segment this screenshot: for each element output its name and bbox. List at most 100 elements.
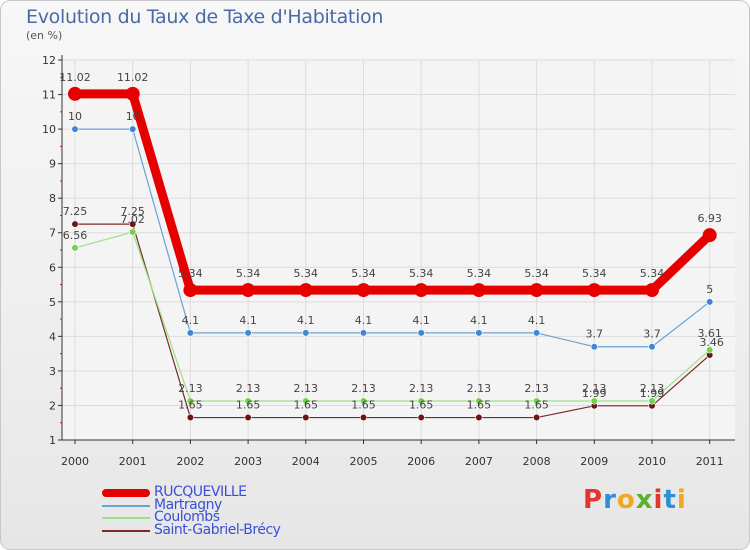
data-point-martragny: [475, 329, 483, 337]
legend-swatch: [102, 504, 150, 507]
x-tick-label: 2002: [176, 455, 204, 468]
data-label-rucqueville: 11.02: [59, 71, 91, 84]
data-label-martragny: 10: [68, 110, 82, 123]
data-label-rucqueville: 11.02: [117, 71, 149, 84]
data-point-coulombs: [359, 397, 368, 405]
data-label-coulombs: 2.13: [640, 382, 665, 395]
data-point-martragny: [129, 125, 137, 133]
data-point-martragny: [417, 329, 425, 337]
data-label-coulombs: 7.02: [120, 213, 145, 226]
data-point-martragny: [359, 329, 368, 337]
data-label-coulombs: 2.13: [524, 382, 549, 395]
data-label-saint-gabriel-brecy: 3.46: [699, 336, 724, 349]
y-tick-label: 8: [49, 192, 56, 205]
data-label-martragny: 3.7: [643, 328, 661, 341]
series-line-martragny: [74, 128, 711, 348]
data-point-coulombs: [129, 228, 137, 236]
data-label-saint-gabriel-brecy: 1.65: [236, 399, 261, 412]
brand-letter: x: [635, 485, 654, 515]
data-label-rucqueville: 6.93: [697, 212, 722, 225]
data-label-martragny: 10: [126, 110, 140, 123]
x-tick-label: 2004: [292, 455, 320, 468]
y-tick-label: 3: [49, 365, 56, 378]
data-point-coulombs: [532, 397, 541, 405]
data-label-rucqueville: 5.34: [351, 267, 376, 280]
x-tick-label: 2006: [407, 455, 435, 468]
data-label-saint-gabriel-brecy: 1.65: [409, 399, 434, 412]
data-point-coulombs: [648, 397, 656, 405]
data-label-rucqueville: 5.34: [582, 267, 607, 280]
data-point-saint-gabriel-brecy: [475, 413, 483, 422]
data-label-martragny: 4.1: [528, 314, 546, 327]
data-label-saint-gabriel-brecy: 1.65: [351, 399, 376, 412]
data-point-coulombs: [475, 397, 483, 405]
data-point-coulombs: [302, 397, 310, 405]
brand-letter: i: [676, 485, 687, 515]
data-label-saint-gabriel-brecy: 1.65: [294, 399, 319, 412]
data-point-martragny: [302, 329, 310, 337]
data-label-martragny: 4.1: [412, 314, 430, 327]
legend-swatch: [102, 517, 150, 519]
brand-letter: P: [583, 485, 604, 515]
legend-swatch: [102, 489, 150, 497]
data-point-martragny: [590, 343, 598, 351]
data-point-saint-gabriel-brecy: [71, 220, 79, 228]
data-label-martragny: 5: [706, 283, 713, 296]
brand-logo: Proxiti: [583, 485, 687, 515]
data-label-martragny: 4.1: [470, 314, 488, 327]
data-label-rucqueville: 5.34: [294, 267, 319, 280]
data-label-saint-gabriel-brecy: 1.99: [582, 387, 607, 400]
data-point-rucqueville: [68, 86, 82, 101]
data-label-saint-gabriel-brecy: 7.25: [120, 205, 145, 218]
data-point-coulombs: [706, 346, 714, 354]
y-tick-label: 6: [49, 261, 56, 274]
data-point-saint-gabriel-brecy: [359, 413, 368, 422]
y-tick-label: 12: [42, 54, 56, 67]
data-label-rucqueville: 5.34: [467, 267, 492, 280]
data-label-coulombs: 2.13: [178, 382, 203, 395]
data-label-martragny: 4.1: [297, 314, 315, 327]
data-point-rucqueville: [125, 86, 140, 101]
legend-label: Saint-Gabriel-Brécy: [154, 521, 281, 538]
y-tick-label: 5: [49, 296, 56, 309]
data-point-martragny: [71, 125, 79, 133]
data-label-saint-gabriel-brecy: 1.65: [178, 399, 203, 412]
x-tick-label: 2001: [119, 455, 147, 468]
x-tick-label: 2000: [61, 455, 89, 468]
data-point-rucqueville: [356, 283, 371, 298]
data-point-saint-gabriel-brecy: [244, 413, 252, 422]
brand-letter: i: [653, 485, 664, 515]
data-point-rucqueville: [298, 283, 313, 298]
data-point-saint-gabriel-brecy: [129, 220, 137, 228]
brand-letter: t: [663, 485, 677, 515]
data-point-martragny: [532, 329, 541, 337]
x-tick-label: 2005: [350, 455, 378, 468]
y-tick-label: 11: [42, 89, 56, 102]
data-label-coulombs: 2.13: [467, 382, 492, 395]
data-point-saint-gabriel-brecy: [417, 413, 425, 422]
data-label-saint-gabriel-brecy: 1.99: [640, 387, 665, 400]
y-tick-label: 1: [49, 434, 56, 447]
data-label-rucqueville: 5.34: [524, 267, 549, 280]
y-tick-label: 2: [49, 399, 56, 412]
data-label-rucqueville: 5.34: [236, 267, 261, 280]
data-label-martragny: 4.1: [355, 314, 373, 327]
x-tick-label: 2011: [696, 455, 724, 468]
series-line-rucqueville: [70, 89, 715, 295]
data-point-martragny: [706, 298, 714, 306]
data-point-rucqueville: [702, 228, 717, 243]
data-label-coulombs: 6.56: [63, 229, 88, 242]
data-point-coulombs: [186, 397, 194, 405]
data-label-rucqueville: 5.34: [640, 267, 665, 280]
data-label-coulombs: 2.13: [409, 382, 434, 395]
data-label-coulombs: 3.61: [697, 327, 722, 340]
legend-label: Martragny: [154, 496, 222, 513]
data-point-rucqueville: [241, 283, 256, 298]
brand-letter: o: [616, 485, 636, 515]
brand-letter: r: [603, 485, 617, 515]
data-point-rucqueville: [471, 283, 486, 298]
data-point-saint-gabriel-brecy: [302, 413, 310, 422]
series-line-saint-gabriel-brecy: [74, 223, 711, 419]
data-point-coulombs: [71, 244, 79, 252]
